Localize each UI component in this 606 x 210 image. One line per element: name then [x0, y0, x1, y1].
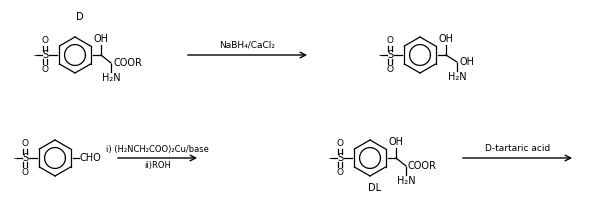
Text: H₂N: H₂N — [397, 176, 415, 186]
Text: DL: DL — [368, 183, 382, 193]
Text: S: S — [337, 153, 343, 163]
Text: -: - — [13, 153, 17, 163]
Text: O: O — [21, 168, 28, 177]
Text: D-tartaric acid: D-tartaric acid — [485, 144, 550, 153]
Text: O: O — [336, 139, 344, 148]
Text: COOR: COOR — [408, 161, 437, 171]
Text: D: D — [76, 12, 84, 22]
Text: COOR: COOR — [113, 58, 142, 68]
Text: OH: OH — [388, 137, 404, 147]
Text: NaBH₄/CaCl₂: NaBH₄/CaCl₂ — [219, 41, 276, 50]
Text: -: - — [33, 50, 37, 60]
Text: OH: OH — [459, 57, 474, 67]
Text: O: O — [387, 36, 393, 45]
Text: O: O — [21, 139, 28, 148]
Text: OH: OH — [93, 34, 108, 44]
Text: O: O — [387, 65, 393, 74]
Text: O: O — [41, 65, 48, 74]
Text: -: - — [328, 153, 332, 163]
Text: S: S — [387, 50, 393, 60]
Text: H₂N: H₂N — [448, 72, 466, 82]
Text: OH: OH — [439, 34, 453, 44]
Text: H₂N: H₂N — [102, 73, 121, 83]
Text: O: O — [41, 36, 48, 45]
Text: O: O — [336, 168, 344, 177]
Text: i) (H₂NCH₂COO)₂Cu/base: i) (H₂NCH₂COO)₂Cu/base — [106, 145, 209, 154]
Text: -: - — [379, 50, 382, 60]
Text: S: S — [42, 50, 48, 60]
Text: S: S — [22, 153, 28, 163]
Text: CHO: CHO — [80, 153, 102, 163]
Text: ii)ROH: ii)ROH — [144, 161, 171, 170]
